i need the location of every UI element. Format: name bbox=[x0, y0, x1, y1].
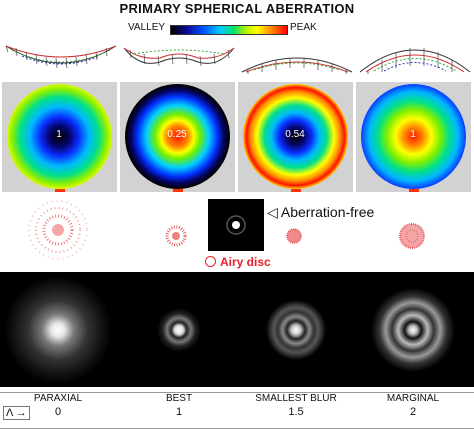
wavefront-disk bbox=[361, 84, 466, 189]
wavefront-map-best: 0.25 bbox=[120, 82, 235, 192]
diagram-title: PRIMARY SPHERICAL ABERRATION bbox=[119, 1, 355, 16]
position-value-best: 1 bbox=[175, 406, 183, 418]
position-label-paraxial: PARAXIAL bbox=[33, 393, 83, 404]
position-label-best: BEST bbox=[165, 393, 193, 404]
psf-best bbox=[157, 308, 201, 352]
airy-disc-legend: Airy disc bbox=[205, 255, 271, 269]
psf-paraxial bbox=[4, 276, 112, 384]
marker bbox=[291, 189, 301, 192]
center-value-label: 0.25 bbox=[167, 129, 187, 140]
wavefront-map-marginal: 1 bbox=[356, 82, 471, 192]
wavefront-surface-smallest-blur bbox=[241, 57, 353, 74]
center-value-label: 0.54 bbox=[285, 129, 305, 140]
wavefront-disk bbox=[243, 84, 348, 189]
center-value-label: 1 bbox=[56, 129, 62, 140]
position-label-marginal: MARGINAL bbox=[386, 393, 440, 404]
wavefront-surface-paraxial bbox=[5, 45, 117, 69]
spot-diagram-marginal bbox=[399, 223, 425, 249]
wavefront-surface-marginal bbox=[359, 48, 471, 74]
psf-marginal bbox=[371, 288, 455, 372]
position-value-marginal: 2 bbox=[409, 406, 417, 418]
color-scale-bar bbox=[170, 25, 288, 35]
airy-disc-label: Airy disc bbox=[220, 255, 271, 269]
spot-diagram-smallest-blur bbox=[286, 228, 302, 244]
psf-band bbox=[0, 272, 474, 387]
airy-pattern-reference bbox=[208, 199, 264, 251]
lambda-arrow-label: Λ → bbox=[3, 406, 30, 420]
legend-valley-label: VALLEY bbox=[128, 22, 166, 33]
spot-diagram-paraxial bbox=[28, 200, 88, 260]
position-label-smallest-blur: SMALLEST BLUR bbox=[255, 393, 337, 404]
legend-peak-label: PEAK bbox=[290, 22, 317, 33]
marker bbox=[55, 189, 65, 192]
marker bbox=[173, 189, 183, 192]
wavefront-surface-best bbox=[123, 47, 235, 67]
spot-diagram-best bbox=[165, 225, 187, 247]
wavefront-disk bbox=[125, 84, 230, 189]
wavefront-map-smallest-blur: 0.54 bbox=[238, 82, 353, 192]
position-value-paraxial: 0 bbox=[54, 406, 62, 418]
marker bbox=[409, 189, 419, 192]
wavefront-disk bbox=[7, 84, 112, 189]
wavefront-map-paraxial: 1 bbox=[2, 82, 117, 192]
center-value-label: 1 bbox=[410, 129, 416, 140]
position-value-smallest-blur: 1.5 bbox=[288, 406, 304, 418]
psf-smallest-blur bbox=[266, 300, 326, 360]
airy-disc-icon bbox=[205, 256, 216, 267]
aberration-free-label: ◁ Aberration-free bbox=[267, 204, 375, 220]
